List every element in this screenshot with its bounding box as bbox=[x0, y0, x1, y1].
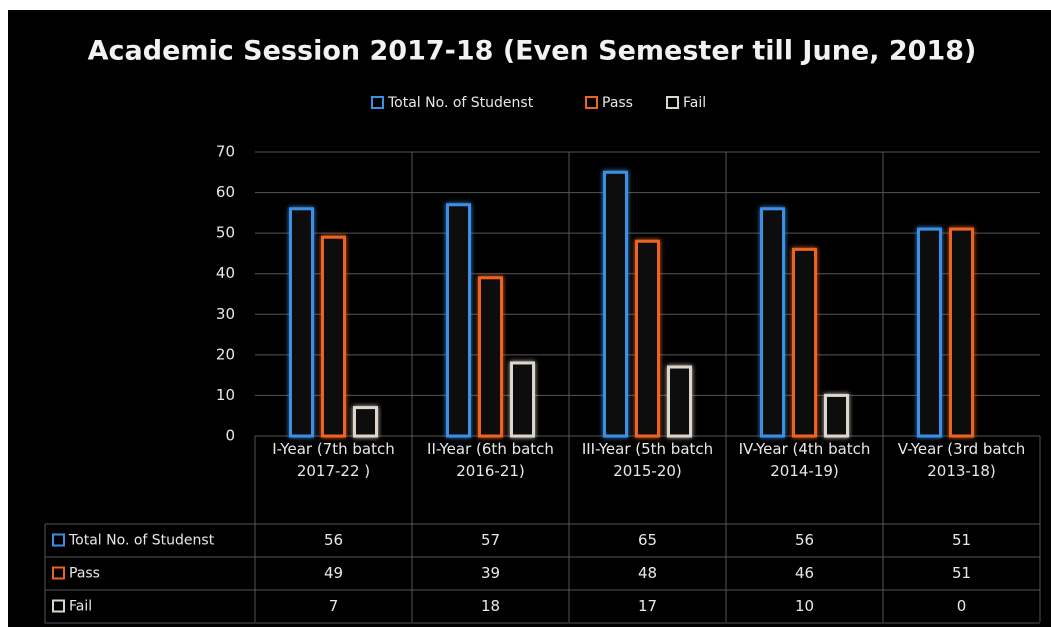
x-tick-label-box: II-Year (6th batch 2016-21) bbox=[427, 440, 554, 480]
x-tick-label: V-Year (3rd batch 2013-18) bbox=[897, 440, 1026, 480]
bar bbox=[949, 227, 974, 438]
table-value: 17 bbox=[638, 597, 657, 615]
bar bbox=[760, 207, 785, 438]
table-value: 46 bbox=[795, 564, 814, 582]
y-tick-label: 10 bbox=[216, 386, 235, 404]
x-tick-label: III-Year (5th batch 2015-20) bbox=[581, 440, 714, 480]
table-value: 56 bbox=[795, 531, 814, 549]
chart-title: Academic Session 2017-18 (Even Semester … bbox=[88, 36, 977, 67]
y-tick-label: 20 bbox=[216, 345, 235, 363]
legend-label: Total No. of Studenst bbox=[387, 95, 534, 111]
y-tick-label: 50 bbox=[216, 224, 235, 242]
table-value: 49 bbox=[324, 564, 343, 582]
legend-swatch bbox=[585, 96, 598, 109]
table-row-label: Total No. of Studenst bbox=[68, 533, 215, 549]
y-tick-label: 40 bbox=[216, 264, 235, 282]
table-value: 48 bbox=[638, 564, 657, 582]
bar bbox=[792, 247, 817, 438]
table-value: 0 bbox=[957, 597, 967, 615]
y-tick-label: 0 bbox=[225, 427, 235, 445]
y-tick-label: 70 bbox=[216, 143, 235, 161]
x-tick-label: II-Year (6th batch 2016-21) bbox=[427, 440, 554, 480]
bar bbox=[667, 365, 692, 438]
table-value: 56 bbox=[324, 531, 343, 549]
table-value: 18 bbox=[481, 597, 500, 615]
bar bbox=[289, 207, 314, 438]
table-value: 57 bbox=[481, 531, 500, 549]
y-tick-label: 60 bbox=[216, 183, 235, 201]
table-value: 51 bbox=[952, 531, 971, 549]
bar bbox=[478, 276, 503, 438]
table-row-label: Fail bbox=[69, 599, 92, 615]
bar bbox=[321, 235, 346, 438]
legend-swatch bbox=[666, 96, 679, 109]
bar bbox=[446, 203, 471, 438]
x-tick-label-box: I-Year (7th batch 2017-22 ) bbox=[272, 440, 395, 480]
table-value: 51 bbox=[952, 564, 971, 582]
table-value: 7 bbox=[329, 597, 339, 615]
x-tick-label-box: V-Year (3rd batch 2013-18) bbox=[897, 440, 1026, 480]
bar bbox=[635, 239, 660, 438]
legend-label: Pass bbox=[602, 95, 633, 111]
bar bbox=[353, 406, 378, 438]
table-value: 39 bbox=[481, 564, 500, 582]
bar bbox=[510, 361, 535, 438]
bar bbox=[917, 227, 942, 438]
table-row-label: Pass bbox=[69, 566, 100, 582]
x-tick-label-box: IV-Year (4th batch 2014-19) bbox=[738, 440, 871, 480]
x-tick-label: IV-Year (4th batch 2014-19) bbox=[738, 440, 871, 480]
table-value: 10 bbox=[795, 597, 814, 615]
table-legend-swatch bbox=[52, 566, 65, 580]
y-tick-label: 30 bbox=[216, 305, 235, 323]
bar bbox=[824, 393, 849, 438]
x-tick-label: I-Year (7th batch 2017-22 ) bbox=[272, 440, 395, 480]
legend-label: Fail bbox=[683, 95, 706, 111]
bar bbox=[603, 170, 628, 438]
table-legend-swatch bbox=[52, 533, 65, 547]
x-tick-label-box: III-Year (5th batch 2015-20) bbox=[581, 440, 714, 480]
table-value: 65 bbox=[638, 531, 657, 549]
legend-swatch bbox=[371, 96, 384, 109]
table-legend-swatch bbox=[52, 599, 65, 613]
